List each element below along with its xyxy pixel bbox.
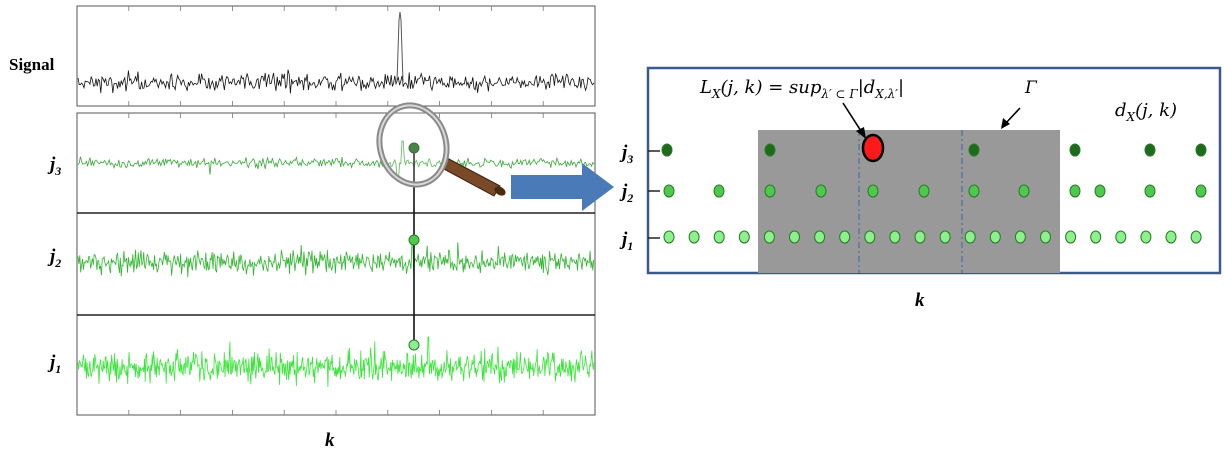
band-trace-j2	[77, 241, 595, 278]
coefficient-node-j2	[867, 184, 879, 198]
coefficient-node-j1	[889, 230, 901, 244]
row-label-j3: j3	[619, 142, 633, 166]
gamma-pointer-line	[1005, 107, 1021, 124]
gamma-label: Γ	[1024, 78, 1038, 98]
coefficient-node-j1	[864, 230, 876, 244]
left-panel: Signal j3 j2 j1 k	[9, 5, 596, 450]
coefficient-node-j1	[789, 230, 800, 244]
coefficient-node-j3	[764, 143, 776, 157]
coefficient-nodes	[661, 143, 1207, 244]
signal-trace	[77, 69, 595, 94]
right-panel: j3 j2 j1 LX(j, k) = supλ′ ⊂ Γ|dX,λ′| Γ d…	[619, 66, 1222, 311]
coefficient-node-j1	[1040, 230, 1051, 244]
left-x-label: k	[325, 430, 335, 450]
row-label-j2: j2	[619, 181, 633, 205]
coefficient-node-j1	[964, 230, 976, 244]
coefficient-node-j3	[1069, 143, 1081, 157]
coefficient-node-j1	[814, 230, 826, 244]
signal-spike	[396, 11, 404, 83]
coefficient-node-j2	[1195, 184, 1207, 198]
signal-label: Signal	[9, 55, 55, 74]
coefficient-node-j1	[1140, 230, 1152, 244]
coefficient-node-j2	[918, 184, 930, 198]
left-node-j1	[408, 339, 420, 351]
coefficient-node-j1	[713, 230, 725, 244]
coefficient-node-j1	[1115, 230, 1127, 244]
coefficient-node-j2	[713, 184, 725, 198]
coefficient-node-j3	[968, 143, 980, 157]
coefficient-node-j1	[939, 230, 951, 244]
coefficient-node-j1	[1190, 230, 1202, 244]
wavelet-leader-max-node	[861, 133, 885, 163]
signal-plot-frame	[76, 5, 596, 107]
coefficient-node-j1	[1165, 230, 1177, 244]
coefficient-node-j2	[1018, 184, 1030, 198]
left-node-j3	[408, 142, 420, 154]
coefficient-node-j3	[661, 143, 673, 157]
signal-plot-ticks	[128, 6, 544, 106]
band-label-j3: j3	[47, 154, 61, 178]
wavelet-bands-ticks	[128, 113, 544, 415]
coefficient-node-j1	[663, 230, 675, 244]
transition-arrow	[511, 163, 614, 211]
coefficient-node-j1	[1014, 230, 1026, 244]
gamma-pointer-head	[1001, 118, 1010, 129]
coefficient-node-j1	[914, 230, 926, 244]
band-label-j1: j1	[47, 352, 61, 376]
coefficient-node-j1	[738, 230, 750, 244]
band-label-j2: j2	[47, 246, 61, 270]
coefficient-node-j2	[1069, 184, 1081, 198]
formula-pointer-line	[842, 102, 862, 132]
coefficient-node-j2	[1094, 184, 1106, 198]
coefficient-node-j2	[968, 184, 980, 198]
coefficient-node-j3	[1144, 143, 1156, 157]
coefficient-label: dX(j, k)	[1115, 100, 1177, 124]
band-trace-j3	[77, 140, 595, 182]
coefficient-node-j1	[1065, 230, 1077, 244]
coefficient-node-j1	[989, 230, 1001, 244]
row-label-j1: j1	[619, 229, 633, 253]
left-node-j2	[408, 234, 420, 246]
coefficient-node-j1	[688, 230, 700, 244]
coefficient-node-j2	[1144, 184, 1156, 198]
coefficient-node-j2	[764, 184, 776, 198]
coefficient-node-j1	[839, 230, 851, 244]
magnifier-icon	[376, 102, 506, 197]
coefficient-node-j2	[663, 184, 675, 198]
coefficient-node-j2	[815, 184, 827, 198]
coefficient-node-j1	[763, 230, 775, 244]
band-trace-j1	[77, 336, 595, 388]
formula-pointer-head	[856, 127, 866, 139]
coefficient-node-j1	[1090, 230, 1102, 244]
coefficient-node-j3	[1195, 143, 1207, 157]
gamma-region	[758, 130, 1060, 273]
leader-formula: LX(j, k) = supλ′ ⊂ Γ|dX,λ′|	[699, 77, 904, 101]
right-x-label: k	[915, 290, 925, 311]
